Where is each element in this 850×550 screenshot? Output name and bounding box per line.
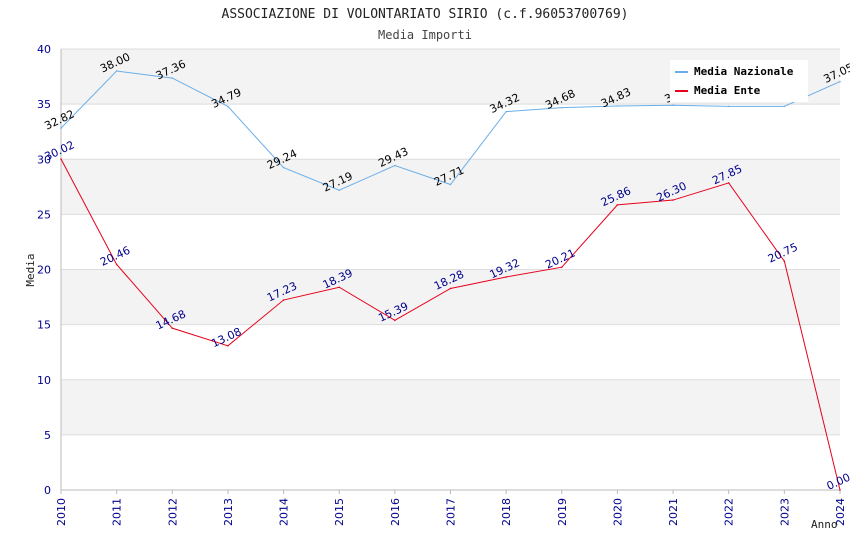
y-tick-label: 0 [44,484,51,497]
x-tick-label: 2011 [111,498,124,526]
data-point-media-nazionale [560,106,563,109]
grid-band [61,269,840,325]
data-label-media-ente: 13.08 [209,325,243,350]
x-tick-label: 2024 [834,498,847,526]
data-point-media-ente [115,263,118,266]
legend-label-media-ente: Media Ente [694,84,761,97]
x-tick-label: 2018 [500,498,513,526]
data-point-media-nazionale [60,127,62,129]
x-tick-label: 2021 [667,498,680,526]
x-tick-label: 2013 [222,498,235,526]
data-point-media-nazionale [282,166,285,169]
y-tick-label: 40 [37,43,51,56]
y-tick-label: 15 [37,319,51,332]
data-point-media-nazionale [783,105,786,108]
x-tick-label: 2020 [611,498,624,526]
y-tick-label: 5 [44,429,51,442]
x-tick-label: 2014 [278,498,291,526]
x-tick-label: 2023 [778,498,791,526]
data-point-media-ente [672,199,674,201]
data-point-media-nazionale [839,80,841,83]
data-point-media-ente [449,287,452,290]
x-tick-label: 2019 [556,498,569,526]
data-point-media-ente [338,286,341,289]
x-tick-label: 2010 [55,498,68,526]
data-point-media-nazionale [338,189,341,192]
data-point-media-ente [227,344,229,347]
data-point-media-nazionale [394,164,396,167]
x-tick-label: 2016 [389,498,402,526]
chart-title: ASSOCIAZIONE DI VOLONTARIATO SIRIO (c.f.… [222,7,629,22]
data-point-media-ente [783,260,786,263]
data-point-media-ente [560,266,563,268]
data-point-media-nazionale [227,105,229,108]
data-point-media-nazionale [171,77,174,79]
y-tick-label: 35 [37,98,51,111]
data-point-media-nazionale [505,110,507,113]
data-point-media-nazionale [616,105,619,107]
data-point-media-ente [839,489,841,491]
data-label-media-ente: 20.46 [98,244,132,269]
x-axis-title: Anno [811,518,838,531]
y-tick-label: 30 [37,153,51,166]
data-point-media-ente [727,182,730,184]
data-point-media-ente [616,204,619,206]
data-point-media-nazionale [115,70,118,72]
data-point-media-nazionale [449,183,452,186]
data-point-media-ente [505,276,507,278]
y-tick-label: 25 [37,208,51,221]
data-point-media-ente [282,299,285,301]
legend-label-media-nazionale: Media Nazionale [694,65,794,78]
y-tick-label: 20 [37,264,51,277]
chart-subtitle: Media Importi [378,28,472,42]
legend-box [670,60,808,102]
x-tick-label: 2022 [723,498,736,526]
x-tick-label: 2012 [166,498,179,526]
y-tick-label: 10 [37,374,51,387]
grid-band [61,379,840,435]
data-label-media-nazionale: 32.82 [42,107,76,132]
data-point-media-ente [60,158,62,160]
data-point-media-ente [171,327,174,329]
legend: Media Nazionale Media Ente [670,60,808,102]
data-point-media-nazionale [727,105,730,108]
data-label-media-ente: 20.75 [766,241,800,266]
x-tick-label: 2015 [333,498,346,526]
data-point-media-nazionale [672,104,674,107]
data-point-media-ente [394,319,396,322]
x-tick-label: 2017 [445,498,458,526]
y-axis-title: Media [24,253,37,286]
grid-band [61,159,840,215]
